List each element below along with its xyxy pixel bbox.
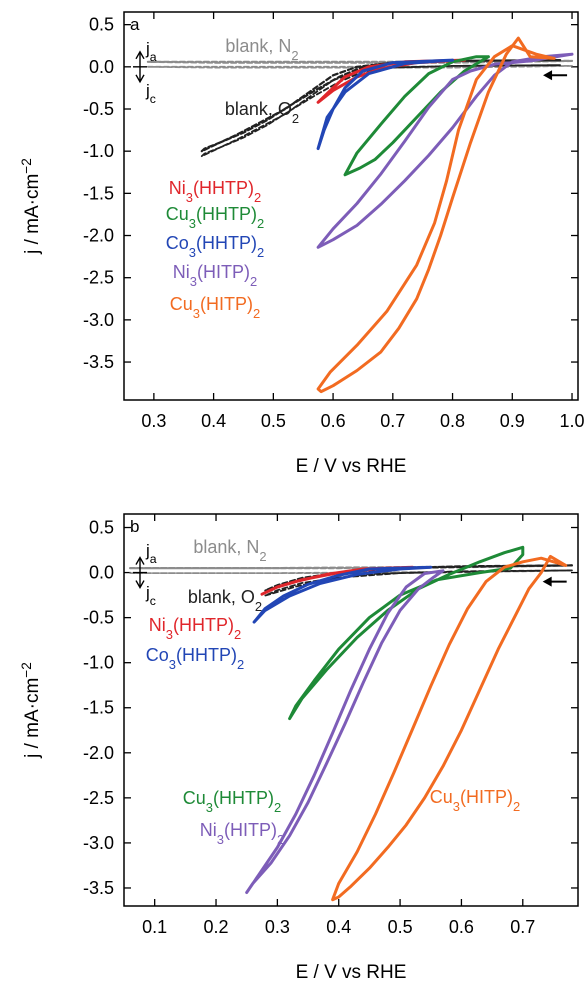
y-axis-label: j / mA·cm−2 (19, 662, 44, 759)
series-label: Cu3(HHTP)2 (183, 788, 281, 815)
series-label: Cu3(HITP)2 (430, 787, 520, 814)
panel-b: 0.1 0.2 0.3 0.4 0.5 0.6 0.7 0.5 0.0 -0.5 -1.0 -1.5 -… (19, 513, 579, 983)
series-label: Co3(HHTP)2 (166, 233, 264, 260)
panel-label: a (130, 15, 140, 34)
y-tick-label: -0.5 (83, 99, 114, 119)
x-tick-label: 0.7 (510, 917, 535, 937)
x-axis-label: E / V vs RHE (296, 456, 407, 477)
y-tick-label: -3.0 (83, 310, 114, 330)
y-tick-label: -2.5 (83, 268, 114, 288)
arrow-left-icon (543, 70, 553, 81)
plot-frame (123, 11, 579, 401)
series-label: blank, N2 (193, 537, 266, 564)
series-label: Ni3(HITP)2 (200, 820, 284, 847)
x-tick-label: 0.6 (449, 917, 474, 937)
anodic-label: ja (145, 39, 157, 64)
series-label: blank, O2 (225, 99, 299, 126)
series-label: Cu3(HHTP)2 (166, 204, 264, 231)
y-tick-label: -3.5 (83, 352, 114, 372)
series-label: Ni3(HHTP)2 (169, 178, 261, 205)
y-tick-label: 0.5 (89, 15, 114, 35)
series-line-return (147, 65, 573, 69)
y-tick-label: -1.5 (83, 698, 114, 718)
y-tick-label: -2.5 (83, 788, 114, 808)
series-label: Co3(HHTP)2 (146, 645, 244, 672)
anodic-label: ja (145, 541, 157, 566)
series-line (316, 58, 455, 151)
x-tick-label: 0.6 (321, 411, 346, 431)
series-label: blank, O2 (188, 587, 262, 614)
arrow-left-icon (542, 576, 552, 587)
series-line (252, 565, 433, 624)
x-tick-label: 0.8 (440, 411, 465, 431)
series-line (316, 36, 556, 394)
x-tick-label: 0.7 (380, 411, 405, 431)
series-label: blank, N2 (225, 36, 298, 63)
x-tick-label: 0.2 (204, 917, 229, 937)
x-tick-label: 0.9 (500, 411, 525, 431)
x-tick-label: 0.5 (388, 917, 413, 937)
x-tick-label: 0.4 (326, 917, 351, 937)
y-tick-label: 0.5 (89, 518, 114, 538)
panel-a: 0.3 0.4 0.5 0.6 0.7 0.8 0.9 1.0 0.5 0.0 -0.5 -1.0 -1… (19, 11, 585, 477)
series-line (245, 569, 445, 894)
cathodic-label: jc (145, 583, 156, 608)
x-tick-label: 0.3 (141, 411, 166, 431)
x-axis-label: E / V vs RHE (296, 962, 407, 983)
y-tick-label: -3.0 (83, 833, 114, 853)
y-tick-label: 0.0 (89, 563, 114, 583)
y-tick-label: 0.0 (89, 57, 114, 77)
series-line (316, 52, 574, 249)
y-tick-label: -0.5 (83, 608, 114, 628)
series-line (288, 545, 525, 721)
series-line (146, 59, 574, 64)
series-line (331, 554, 568, 902)
cathodic-label: jc (145, 81, 156, 106)
y-tick-label: -1.0 (83, 653, 114, 673)
series-label: Ni3(HHTP)2 (149, 615, 241, 642)
x-tick-label: 0.1 (142, 917, 167, 937)
plot-frame (123, 513, 579, 907)
series-line (200, 59, 562, 153)
y-tick-label: -2.0 (83, 743, 114, 763)
y-tick-label: -2.0 (83, 226, 114, 246)
arrow-down-icon (135, 580, 145, 589)
panel-label: b (130, 517, 139, 536)
series-label: Cu3(HITP)2 (170, 294, 260, 321)
y-tick-label: -1.0 (83, 141, 114, 161)
arrow-up-icon (135, 50, 145, 60)
y-axis-label: j / mA·cm−2 (19, 158, 44, 255)
x-tick-label: 0.5 (261, 411, 286, 431)
x-tick-label: 0.4 (201, 411, 226, 431)
arrow-down-icon (135, 74, 145, 84)
arrow-up-icon (135, 556, 145, 565)
x-tick-label: 0.3 (265, 917, 290, 937)
y-tick-label: -1.5 (83, 183, 114, 203)
x-tick-label: 1.0 (560, 411, 585, 431)
y-tick-label: -3.5 (83, 878, 114, 898)
series-label: Ni3(HITP)2 (173, 262, 257, 289)
